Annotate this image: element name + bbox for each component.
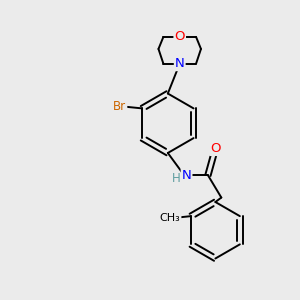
Text: N: N	[175, 57, 184, 70]
Text: O: O	[210, 142, 220, 155]
Text: H: H	[172, 172, 180, 185]
Text: N: N	[182, 169, 191, 182]
Text: Br: Br	[113, 100, 126, 113]
Text: CH₃: CH₃	[160, 213, 181, 223]
Text: O: O	[175, 30, 185, 44]
